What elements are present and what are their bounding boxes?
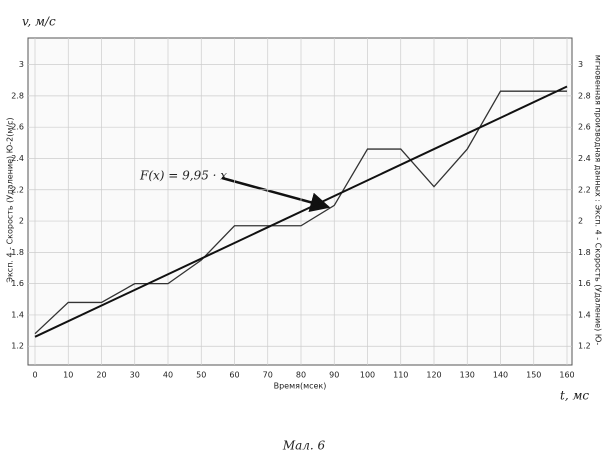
- caption: Мал. 6: [282, 439, 326, 453]
- y-tick-label: 3: [19, 60, 24, 69]
- y-tick-label: 1.2: [11, 342, 24, 351]
- y2-tick-label: 2: [578, 217, 583, 226]
- y-tick-label: 2.6: [11, 123, 24, 132]
- annotation: F(x) = 9,95 · x: [139, 169, 227, 183]
- x-tick-label: 110: [393, 371, 408, 380]
- y2-tick-label: 1.8: [578, 248, 591, 257]
- y2-tick-label: 1.6: [578, 279, 591, 288]
- x-tick-label: 100: [360, 371, 375, 380]
- y-tick-label: 2: [19, 217, 24, 226]
- x-tick-label: 160: [559, 371, 574, 380]
- x-tick-label: 130: [460, 371, 475, 380]
- y-tick-label: 1.8: [11, 248, 24, 257]
- y-tick-label: 2.2: [11, 185, 24, 194]
- x-tick-label: 150: [526, 371, 541, 380]
- x-tick-label: 80: [296, 371, 306, 380]
- x-tick-label: 70: [263, 371, 273, 380]
- series-line: [34, 85, 568, 338]
- y2-tick-label: 2.6: [578, 123, 591, 132]
- y-tick-label: 2.8: [11, 91, 24, 100]
- x-tick-label: 0: [32, 371, 37, 380]
- x-tick-label: 40: [163, 371, 173, 380]
- y2-tick-label: 2.2: [578, 185, 591, 194]
- y2-tick-label: 1.4: [578, 310, 591, 319]
- x-axis-name: t, мс: [560, 389, 589, 403]
- x-tick-label: 20: [96, 371, 106, 380]
- x-tick-label: 10: [63, 371, 73, 380]
- y-tick-label: 1.4: [11, 310, 24, 319]
- y2-axis-label: мгновенная производная данных : Эксп. 4 …: [594, 55, 603, 346]
- y2-tick-label: 2.8: [578, 91, 591, 100]
- y-axis-name: v, м/с: [22, 15, 56, 29]
- y2-tick-label: 3: [578, 60, 583, 69]
- x-tick-label: 30: [130, 371, 140, 380]
- y2-tick-label: 2.4: [578, 154, 591, 163]
- y-axis-label: Эксп. 4 - Скорость (Удаление) Ю-2(м/с): [6, 117, 15, 282]
- x-tick-label: 50: [196, 371, 206, 380]
- x-tick-label: 60: [229, 371, 239, 380]
- x-tick-label: 120: [426, 371, 441, 380]
- series-line: [34, 90, 567, 335]
- annotation-arrow: [221, 176, 331, 213]
- y2-tick-label: 1.2: [578, 342, 591, 351]
- x-tick-label: 140: [493, 371, 508, 380]
- plot-frame: [27, 37, 573, 366]
- x-tick-label: 90: [329, 371, 339, 380]
- y-tick-label: 1.6: [11, 279, 24, 288]
- y-tick-label: 2.4: [11, 154, 24, 163]
- x-axis-label: Время(мсек): [274, 382, 327, 391]
